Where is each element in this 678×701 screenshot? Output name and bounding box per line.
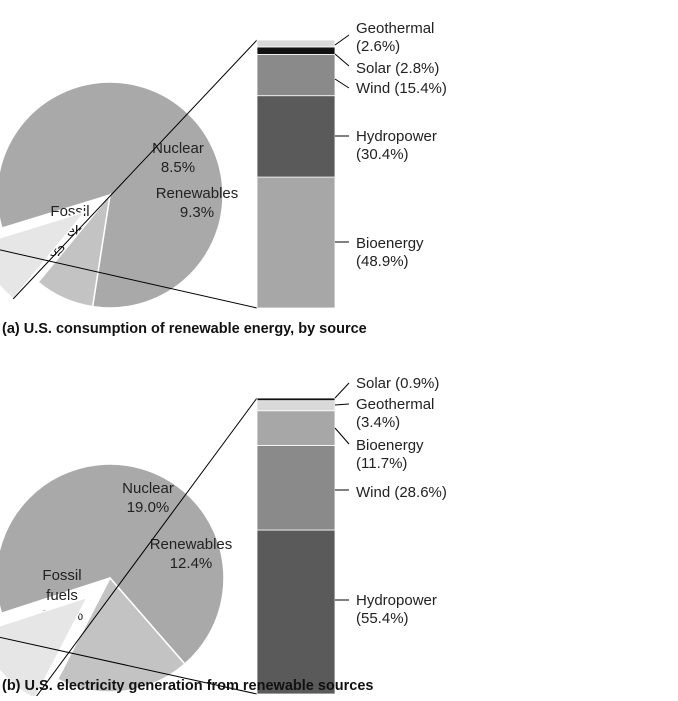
bar-0-label-bioenergy-0: Bioenergy [356, 235, 424, 252]
caption-1: (b) U.S. electricity generation from ren… [2, 678, 373, 694]
bar-1-leader-0 [334, 382, 350, 399]
pie-1-label-fossil-0: Fossil [42, 567, 81, 584]
bar-1-segment-hydropower [256, 529, 336, 695]
bar-0-label-solar-2-8-0: Solar (2.8%) [356, 60, 439, 77]
bar-0-segment-wind-15-4 [256, 54, 336, 97]
bar-1-label-hydropower-1: (55.4%) [356, 610, 409, 627]
bar-0-label-geothermal-1: (2.6%) [356, 38, 400, 55]
pie-0-label-renewables-1: 9.3% [180, 204, 214, 221]
pie-1-label-renewables-1: 12.4% [170, 555, 213, 572]
bar-1-segment-geothermal [256, 400, 336, 412]
pie-0-slice-nuclear [37, 192, 112, 308]
bar-1-segment-wind-28-6 [256, 444, 336, 531]
bar-0-leader-2 [334, 78, 350, 89]
bar-0-label-hydropower-0: Hydropower [356, 128, 437, 145]
bar-1-label-solar-0-9-0: Solar (0.9%) [356, 375, 439, 392]
bar-0-label-wind-15-4-0: Wind (15.4%) [356, 80, 447, 97]
bar-1-segment-solar-0-9 [256, 397, 336, 402]
bar-1-label-bioenergy-0: Bioenergy [356, 437, 424, 454]
pie-1-label-nuclear-1: 19.0% [127, 499, 170, 516]
pie-0-label-renewables-0: Renewables [156, 185, 239, 202]
bar-0-segment-geothermal [256, 39, 336, 48]
pie-0-label-nuclear-0: Nuclear [152, 140, 204, 157]
bar-1-segment-bioenergy [256, 410, 336, 446]
pie-1-label-renewables-0: Renewables [150, 536, 233, 553]
bar-1-label-hydropower-0: Hydropower [356, 592, 437, 609]
bar-1-label-geothermal-0: Geothermal [356, 396, 434, 413]
caption-0: (a) U.S. consumption of renewable energy… [2, 321, 367, 337]
bar-0-segment-hydropower [256, 95, 336, 178]
bar-1-label-bioenergy-1: (11.7%) [356, 455, 407, 472]
bar-0-label-geothermal-0: Geothermal [356, 20, 434, 37]
pie-1-slice-nuclear [56, 576, 186, 693]
bar-0-label-bioenergy-1: (48.9%) [356, 253, 409, 270]
pie-1-label-nuclear-0: Nuclear [122, 480, 174, 497]
bar-1-leader-1 [334, 403, 350, 406]
pie-1-connector-top [34, 397, 258, 699]
pie-0-slice-renewables [0, 210, 88, 300]
pie-1-slice-fossil [0, 463, 225, 666]
bar-0-label-hydropower-1: (30.4%) [356, 146, 409, 163]
bar-1-label-wind-28-6-0: Wind (28.6%) [356, 484, 447, 501]
bar-0-segment-bioenergy [256, 176, 336, 309]
pie-1-connector-bottom [0, 636, 258, 695]
bar-0-leader-0 [334, 34, 350, 46]
bar-1-leader-2 [334, 427, 350, 445]
pie-0-connector-top [12, 39, 258, 300]
bar-1-label-geothermal-1: (3.4%) [356, 414, 400, 431]
pie-1-label-fossil-1: fuels [46, 587, 78, 604]
bar-0-leader-1 [334, 53, 350, 67]
bar-0-segment-solar-2-8 [256, 46, 336, 55]
pie-0-connector-bottom [0, 249, 258, 309]
pie-0-label-nuclear-1: 8.5% [161, 159, 195, 176]
